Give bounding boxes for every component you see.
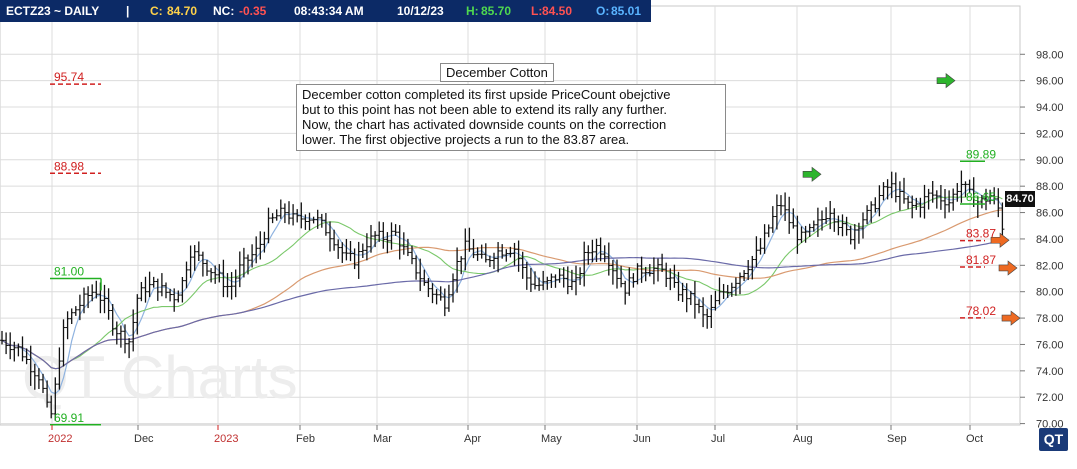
objective-levels: 95.74 88.98 81.00 69.91 89.89 86.65 83.87 81.87… — [50, 70, 996, 426]
close-label: C: — [150, 4, 163, 18]
y-tick-label: 70.00 — [1036, 419, 1064, 431]
objective-label: 89.89 — [966, 147, 996, 161]
time-value: 08:43:34 AM — [294, 4, 364, 18]
x-tick-label: Dec — [134, 433, 154, 445]
date-value: 10/12/23 — [397, 4, 444, 18]
x-tick-label: Apr — [464, 433, 481, 445]
x-tick-label: Jul — [711, 433, 725, 445]
open-label: O: — [596, 4, 610, 18]
x-tick-label: Oct — [966, 433, 983, 445]
low-value: 84.50 — [542, 4, 573, 18]
open-value: 85.01 — [611, 4, 642, 18]
x-tick-label: Aug — [793, 433, 813, 445]
y-axis: 98.00 96.00 94.00 92.00 90.00 88.00 86.00 84.00… — [1020, 49, 1064, 431]
high-value: 85.70 — [481, 4, 512, 18]
upside-arrow-icon — [802, 166, 822, 182]
objective-label: 95.74 — [54, 70, 84, 84]
y-tick-label: 86.00 — [1036, 208, 1064, 220]
watermark: QT Charts — [22, 344, 298, 411]
y-tick-label: 88.00 — [1036, 181, 1064, 193]
y-tick-label: 74.00 — [1036, 366, 1064, 378]
downside-arrow-icon — [998, 260, 1018, 276]
change-label: NC: — [213, 4, 235, 18]
objective-arrows — [802, 73, 1021, 326]
x-tick-label: May — [541, 433, 562, 445]
qt-logo: QT — [1039, 428, 1068, 451]
x-tick-label: Jun — [633, 433, 651, 445]
y-tick-label: 94.00 — [1036, 102, 1064, 114]
objective-label: 78.02 — [966, 304, 996, 318]
note-line: lower. The first objective projects a ru… — [302, 132, 630, 147]
note-line: Now, the chart has activated downside co… — [302, 117, 667, 132]
y-tick-label: 92.00 — [1036, 128, 1064, 140]
last-price-tag: 84.70 — [1005, 191, 1035, 207]
x-tick-label: 2022 — [48, 433, 72, 445]
objective-label: 81.00 — [54, 265, 84, 279]
y-tick-label: 84.00 — [1036, 234, 1064, 246]
x-tick-label: 2023 — [214, 433, 238, 445]
y-tick-label: 90.00 — [1036, 155, 1064, 167]
symbol-label: ECTZ23 ~ DAILY — [6, 4, 100, 18]
note-line: December cotton completed its first upsi… — [302, 87, 671, 102]
close-value: 84.70 — [167, 4, 198, 18]
downside-arrow-icon — [1001, 310, 1021, 326]
objective-label: 81.87 — [966, 253, 996, 267]
objective-label: 88.98 — [54, 159, 84, 173]
ma-long-line — [1, 240, 1003, 370]
note-title: December Cotton — [440, 63, 554, 82]
objective-label: 83.87 — [966, 227, 996, 241]
high-label: H: — [466, 4, 479, 18]
change-value: -0.35 — [239, 4, 267, 18]
note-line: but to this point has not been able to e… — [302, 102, 667, 117]
ma-mid-line — [1, 195, 1003, 370]
y-tick-label: 76.00 — [1036, 339, 1064, 351]
x-axis: 2022 Dec 2023 Feb Mar Apr May Jun Jul Aug Sep Oct — [48, 425, 983, 445]
x-tick-label: Sep — [887, 433, 907, 445]
y-tick-label: 78.00 — [1036, 313, 1064, 325]
objective-label: 86.65 — [966, 190, 996, 204]
y-tick-label: 72.00 — [1036, 392, 1064, 404]
x-tick-label: Feb — [296, 433, 315, 445]
y-tick-label: 82.00 — [1036, 260, 1064, 272]
y-tick-label: 98.00 — [1036, 49, 1064, 61]
upside-arrow-icon — [936, 73, 956, 89]
price-bars — [0, 170, 1005, 421]
objective-label: 69.91 — [54, 411, 84, 425]
x-tick-label: Mar — [373, 433, 392, 445]
quote-header: ECTZ23 ~ DAILY | C: 84.70 NC: -0.35 08:4… — [0, 0, 651, 22]
separator: | — [126, 4, 130, 18]
downside-arrow-icon — [990, 232, 1010, 248]
y-tick-label: 80.00 — [1036, 287, 1064, 299]
note-body: December cotton completed its first upsi… — [296, 84, 726, 151]
y-tick-label: 96.00 — [1036, 76, 1064, 88]
low-label: L: — [531, 4, 543, 18]
